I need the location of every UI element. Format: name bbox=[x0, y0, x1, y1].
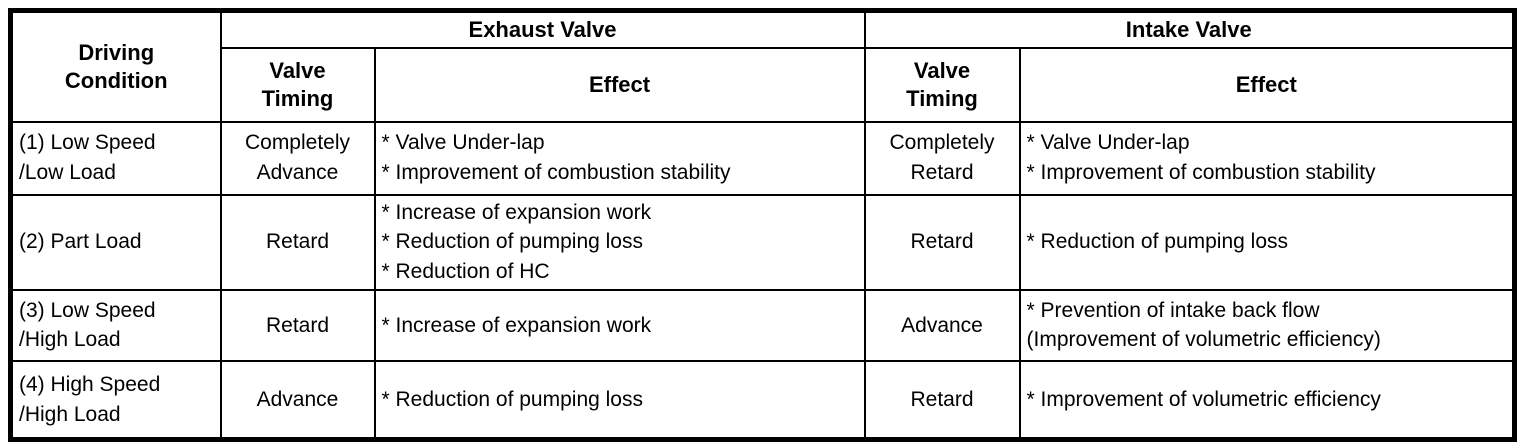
intake-timing-cell: Retard bbox=[863, 359, 1021, 441]
exhaust-effect-cell: * Valve Under-lap * Improvement of combu… bbox=[373, 120, 866, 196]
exhaust-timing-cell: Completely Advance bbox=[219, 120, 376, 196]
exhaust-timing-cell: Advance bbox=[219, 359, 376, 441]
intake-effect-cell: * Reduction of pumping loss bbox=[1018, 193, 1516, 291]
table-row-low-speed-high-load: (3) Low Speed /High Load Retard * Increa… bbox=[9, 288, 1516, 362]
table-group-header-row: Driving Condition Exhaust Valve Intake V… bbox=[9, 9, 1516, 123]
intake-timing-cell: Retard bbox=[863, 193, 1021, 291]
header-intake-effect: Effect bbox=[1018, 46, 1516, 123]
intake-effect-cell: * Improvement of volumetric efficiency bbox=[1018, 359, 1516, 441]
condition-cell: (4) High Speed /High Load bbox=[9, 359, 222, 441]
intake-timing-cell: Completely Retard bbox=[863, 120, 1021, 196]
exhaust-timing-cell: Retard bbox=[219, 288, 376, 362]
header-exhaust-valve: Exhaust Valve bbox=[219, 9, 866, 49]
condition-cell: (3) Low Speed /High Load bbox=[9, 288, 222, 362]
condition-cell: (1) Low Speed /Low Load bbox=[9, 120, 222, 196]
table-sub-header-row: Valve Timing Effect Valve Timing Effect bbox=[11, 46, 1516, 123]
intake-timing-cell: Advance bbox=[863, 288, 1021, 362]
exhaust-effect-cell: * Increase of expansion work bbox=[373, 288, 866, 362]
header-exhaust-valve-timing: Valve Timing bbox=[219, 46, 376, 123]
header-intake-valve: Intake Valve bbox=[863, 9, 1516, 49]
exhaust-effect-cell: * Increase of expansion work * Reduction… bbox=[373, 193, 866, 291]
exhaust-effect-cell: * Reduction of pumping loss bbox=[373, 359, 866, 441]
table-row-low-speed-low-load: (1) Low Speed /Low Load Completely Advan… bbox=[9, 120, 1516, 196]
intake-effect-cell: * Valve Under-lap * Improvement of combu… bbox=[1018, 120, 1516, 196]
exhaust-timing-cell: Retard bbox=[219, 193, 376, 291]
header-driving-condition: Driving Condition bbox=[9, 9, 222, 123]
valve-timing-table: Driving Condition Exhaust Valve Intake V… bbox=[8, 8, 1518, 443]
header-intake-valve-timing: Valve Timing bbox=[863, 46, 1021, 123]
intake-effect-cell: * Prevention of intake back flow (Improv… bbox=[1018, 288, 1516, 362]
header-exhaust-effect: Effect bbox=[373, 46, 866, 123]
condition-cell: (2) Part Load bbox=[9, 193, 222, 291]
table-row-part-load: (2) Part Load Retard * Increase of expan… bbox=[9, 193, 1516, 291]
table-row-high-speed-high-load: (4) High Speed /High Load Advance * Redu… bbox=[9, 359, 1516, 441]
